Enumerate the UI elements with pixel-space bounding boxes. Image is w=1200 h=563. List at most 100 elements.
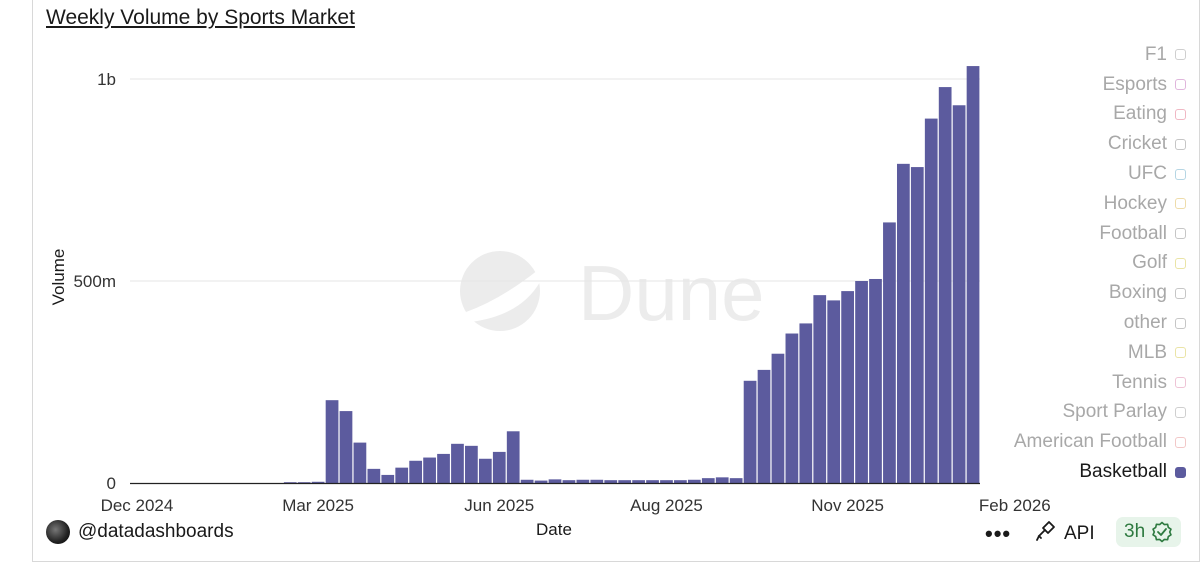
bar[interactable] — [799, 323, 813, 483]
legend-item[interactable]: Boxing — [956, 278, 1186, 308]
legend-checkbox[interactable] — [1175, 79, 1186, 91]
api-button[interactable]: API — [1036, 520, 1095, 548]
bar[interactable] — [938, 87, 952, 483]
bar[interactable] — [674, 480, 687, 483]
legend-item[interactable]: American Football — [956, 427, 1186, 457]
legend-item[interactable]: Golf — [956, 249, 1186, 279]
bar[interactable] — [715, 477, 729, 483]
bar[interactable] — [966, 66, 980, 484]
legend-checkbox[interactable] — [1175, 347, 1186, 359]
bar[interactable] — [701, 478, 715, 483]
bar[interactable] — [729, 478, 743, 483]
bar[interactable] — [423, 457, 436, 483]
legend-label: Hockey — [1103, 192, 1167, 214]
bar[interactable] — [660, 480, 673, 483]
bar[interactable] — [604, 480, 618, 483]
bar[interactable] — [395, 467, 409, 483]
bar[interactable] — [827, 300, 841, 483]
legend-checkbox[interactable] — [1175, 198, 1186, 210]
bar[interactable] — [646, 480, 659, 483]
author-link[interactable]: @datadashboards — [46, 520, 234, 544]
plug-icon — [1036, 520, 1056, 548]
legend-label: Cricket — [1107, 133, 1167, 155]
bar[interactable] — [478, 458, 492, 483]
bar[interactable] — [952, 105, 966, 483]
api-label: API — [1064, 523, 1095, 544]
bar[interactable] — [590, 479, 604, 483]
legend-item[interactable]: Basketball — [956, 457, 1186, 487]
bar[interactable] — [283, 482, 297, 483]
legend-item[interactable]: MLB — [956, 338, 1186, 368]
x-tick-label: Mar 2025 — [282, 496, 354, 515]
bar[interactable] — [841, 291, 854, 483]
bar[interactable] — [437, 453, 450, 483]
bar[interactable] — [562, 480, 576, 483]
legend-checkbox[interactable] — [1175, 168, 1186, 180]
bar[interactable] — [785, 333, 799, 483]
bar[interactable] — [910, 167, 924, 483]
x-tick-label: Nov 2025 — [811, 496, 884, 515]
legend-checkbox[interactable] — [1175, 49, 1186, 61]
bar[interactable] — [632, 480, 645, 483]
bar[interactable] — [311, 481, 325, 483]
legend-label: Tennis — [1112, 371, 1167, 393]
bar[interactable] — [506, 431, 520, 483]
legend-checkbox[interactable] — [1175, 466, 1186, 478]
legend-checkbox[interactable] — [1175, 287, 1186, 299]
bar[interactable] — [618, 480, 632, 483]
bar[interactable] — [325, 400, 339, 483]
legend-label: UFC — [1127, 163, 1167, 185]
bar[interactable] — [520, 479, 534, 483]
bar[interactable] — [813, 295, 827, 483]
legend-checkbox[interactable] — [1175, 436, 1186, 448]
bar[interactable] — [492, 451, 506, 483]
bar[interactable] — [576, 479, 590, 483]
refresh-badge[interactable]: 3h — [1116, 517, 1182, 547]
legend-item[interactable]: Football — [956, 219, 1186, 249]
bar[interactable] — [869, 278, 882, 483]
legend-checkbox[interactable] — [1175, 228, 1186, 240]
bar[interactable] — [409, 460, 423, 483]
bar[interactable] — [465, 445, 478, 483]
bar[interactable] — [381, 474, 395, 483]
bar[interactable] — [855, 281, 868, 483]
bar[interactable] — [883, 222, 896, 484]
legend-item[interactable]: Esports — [956, 70, 1186, 100]
legend-item[interactable]: other — [956, 308, 1186, 338]
bar[interactable] — [548, 479, 562, 483]
legend-label: Boxing — [1108, 282, 1167, 304]
legend-item[interactable]: F1 — [956, 40, 1186, 70]
legend-label: MLB — [1127, 341, 1167, 363]
bar[interactable] — [896, 163, 910, 483]
legend-checkbox[interactable] — [1175, 317, 1186, 329]
legend-item[interactable]: Hockey — [956, 189, 1186, 219]
legend-checkbox[interactable] — [1175, 377, 1186, 389]
legend-checkbox[interactable] — [1175, 108, 1186, 120]
legend-label: American Football — [1013, 431, 1167, 453]
bar[interactable] — [297, 482, 311, 483]
verified-check-icon — [1152, 521, 1172, 543]
bar[interactable] — [924, 118, 938, 483]
bar[interactable] — [367, 468, 381, 483]
legend-item[interactable]: Tennis — [956, 368, 1186, 398]
legend-checkbox[interactable] — [1175, 138, 1186, 150]
legend-item[interactable]: Eating — [956, 100, 1186, 130]
bar[interactable] — [771, 353, 785, 483]
legend-item[interactable]: Sport Parlay — [956, 398, 1186, 428]
bar[interactable] — [757, 369, 771, 483]
chart-title[interactable]: Weekly Volume by Sports Market — [46, 6, 355, 29]
legend-checkbox[interactable] — [1175, 406, 1186, 418]
bar[interactable] — [451, 443, 464, 483]
bar[interactable] — [339, 411, 353, 483]
bar[interactable] — [353, 442, 367, 483]
legend-label: Football — [1099, 222, 1167, 244]
legend-item[interactable]: UFC — [956, 159, 1186, 189]
dune-logo-swoosh — [466, 270, 540, 322]
legend-checkbox[interactable] — [1175, 257, 1186, 269]
bar[interactable] — [743, 380, 757, 483]
more-options-button[interactable]: ••• — [985, 521, 1012, 546]
bar[interactable] — [687, 479, 701, 483]
legend-item[interactable]: Cricket — [956, 129, 1186, 159]
bar[interactable] — [534, 480, 548, 483]
